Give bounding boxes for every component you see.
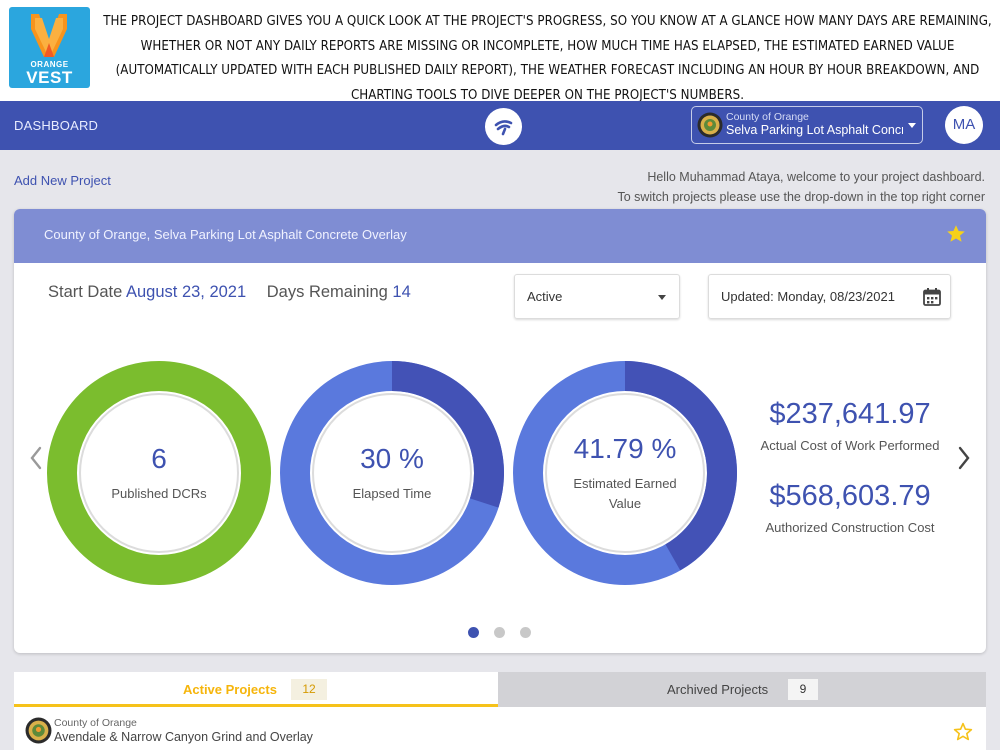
project-switcher-name: Selva Parking Lot Asphalt Concrete Overl… [726, 123, 903, 137]
list-item-name: Avendale & Narrow Canyon Grind and Overl… [54, 730, 313, 744]
actual-cost-value: $237,641.97 [769, 398, 931, 430]
county-seal-icon [697, 112, 723, 138]
actual-cost-label: Actual Cost of Work Performed [760, 438, 940, 453]
tab-count-badge: 9 [788, 679, 818, 700]
orange-vest-logo: ORANGE VEST [9, 7, 90, 88]
carousel-dot[interactable] [468, 627, 479, 638]
wifi-logo-icon [494, 120, 513, 136]
tab-label: Active Projects [183, 682, 277, 697]
gauge-inner-disc [545, 393, 705, 553]
card-header: County of Orange, Selva Parking Lot Asph… [14, 209, 986, 263]
project-list-item[interactable]: County of Orange Avendale & Narrow Canyo… [14, 707, 986, 750]
home-logo-button[interactable] [485, 108, 522, 145]
carousel-pagination [468, 627, 532, 639]
gauge-value: 6 [151, 443, 167, 474]
banner-description: THE PROJECT DASHBOARD GIVES YOU A QUICK … [103, 14, 992, 103]
days-remaining-value: 14 [392, 283, 411, 301]
tab-active-projects[interactable]: Active Projects 12 [14, 672, 498, 707]
gauge-published-dcrs: 6 Published DCRs [47, 361, 271, 585]
carousel-prev-arrow-icon[interactable] [28, 445, 44, 471]
gauge-value: 30 % [360, 443, 424, 474]
project-switcher-select[interactable]: County of Orange Selva Parking Lot Aspha… [691, 106, 923, 144]
gauge-elapsed-time: 30 % Elapsed Time [280, 361, 504, 585]
gauge-label: Published DCRs [111, 486, 207, 501]
gauge-label: Estimated Earned Value [573, 476, 677, 511]
list-item-county: County of Orange [54, 717, 137, 729]
carousel-dot[interactable] [520, 627, 531, 638]
actual-cost-block: $237,641.97 Actual Cost of Work Performe… [754, 398, 946, 453]
project-dates: Start Date August 23, 2021 Days Remainin… [48, 283, 411, 302]
project-title: County of Orange, Selva Parking Lot Asph… [44, 227, 407, 242]
county-seal-icon [25, 717, 52, 744]
start-date-label: Start Date [48, 283, 123, 301]
tab-archived-projects[interactable]: Archived Projects 9 [498, 672, 986, 707]
authorized-cost-block: $568,603.79 Authorized Construction Cost [754, 480, 946, 535]
start-date-value: August 23, 2021 [125, 283, 247, 301]
days-remaining-label: Days Remaining [266, 283, 388, 301]
updated-date-value: Updated: Monday, 08/23/2021 [721, 289, 895, 304]
status-select[interactable]: Active [514, 274, 680, 319]
favorite-star-outline-icon[interactable] [953, 722, 973, 742]
updated-date-field[interactable]: Updated: Monday, 08/23/2021 [708, 274, 951, 319]
gauge-inner-disc [312, 393, 472, 553]
gauge-progress-arc [391, 361, 504, 508]
tab-count-badge: 12 [291, 679, 327, 700]
gauge-label: Elapsed Time [352, 486, 432, 501]
nav-title[interactable]: DASHBOARD [14, 118, 99, 133]
tab-label: Archived Projects [667, 682, 769, 697]
gauge-track [47, 361, 271, 585]
top-nav-bar: DASHBOARD [0, 101, 1000, 150]
welcome-hint: To switch projects please use the drop-d… [617, 189, 985, 204]
gauge-inner-disc [79, 393, 239, 553]
user-avatar[interactable]: MA [945, 106, 983, 144]
project-summary-card: County of Orange, Selva Parking Lot Asph… [14, 209, 986, 653]
tutorial-banner: ORANGE VEST THE PROJECT DASHBOARD GIVES … [0, 0, 1000, 103]
welcome-message: Hello Muhammad Ataya, welcome to your pr… [617, 168, 985, 207]
authorized-cost-value: $568,603.79 [769, 480, 931, 512]
welcome-line: Hello Muhammad Ataya, welcome to your pr… [647, 170, 985, 184]
gauge-value: 41.79 % [573, 433, 677, 464]
project-tabs: Active Projects 12 Archived Projects 9 [14, 672, 986, 707]
caret-down-icon [658, 295, 666, 300]
favorite-star-icon[interactable] [946, 224, 966, 244]
caret-down-icon [908, 123, 916, 128]
carousel-next-arrow-icon[interactable] [956, 445, 972, 471]
gauge-earned-value: 41.79 % Estimated Earned Value [513, 361, 737, 585]
calendar-icon[interactable] [922, 287, 942, 307]
status-value: Active [527, 289, 563, 304]
project-switcher-county: County of Orange [726, 111, 809, 123]
carousel-dot[interactable] [494, 627, 505, 638]
gauge-progress-arc [624, 361, 737, 571]
authorized-cost-label: Authorized Construction Cost [765, 520, 935, 535]
add-new-project-link[interactable]: Add New Project [14, 173, 111, 188]
